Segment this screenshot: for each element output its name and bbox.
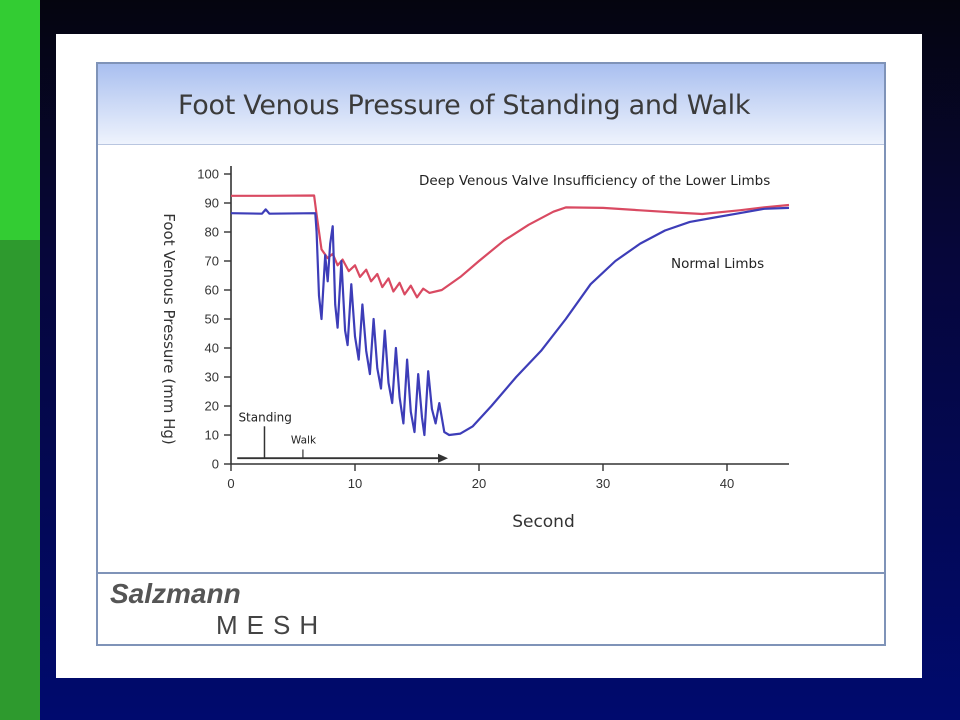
title-band: Foot Venous Pressure of Standing and Wal… xyxy=(98,64,884,145)
x-tick-label: 30 xyxy=(596,476,610,491)
x-tick-label: 10 xyxy=(348,476,362,491)
series-label-insufficiency: Deep Venous Valve Insufficiency of the L… xyxy=(419,173,770,189)
y-tick-label: 30 xyxy=(205,370,219,385)
venous-pressure-chart: 0 10 20 30 40 50 60 70 80 90 100 0 10 20 30 40 Second Foo… xyxy=(160,166,790,532)
x-tick-label: 0 xyxy=(227,476,234,491)
slide-title: Foot Venous Pressure of Standing and Wal… xyxy=(178,90,751,121)
y-tick-label: 100 xyxy=(197,167,219,182)
y-tick-label: 10 xyxy=(205,428,219,443)
series-layer xyxy=(230,194,790,437)
y-tick-label: 40 xyxy=(205,341,219,356)
series-label-normal: Normal Limbs xyxy=(671,256,764,272)
chart-axes: 0 10 20 30 40 50 60 70 80 90 100 0 10 20 30 40 Second Foo… xyxy=(160,166,789,532)
x-tick-label: 40 xyxy=(720,476,734,491)
brand-subtitle: MESH xyxy=(216,610,328,640)
y-tick-label: 60 xyxy=(205,283,219,298)
y-tick-label: 0 xyxy=(212,457,219,472)
x-tick-label: 20 xyxy=(472,476,486,491)
x-axis-label: Second xyxy=(512,512,575,532)
y-tick-label: 20 xyxy=(205,399,219,414)
slide-frame: Foot Venous Pressure of Standing and Wal… xyxy=(96,62,886,646)
y-axis-label: Foot Venous Pressure (mm Hg) xyxy=(160,213,178,445)
annotation-standing-label: Standing xyxy=(238,411,291,425)
slide-card: Foot Venous Pressure of Standing and Wal… xyxy=(56,34,922,678)
series-line-normal xyxy=(230,206,790,437)
brand-name: Salzmann xyxy=(110,578,241,609)
y-tick-label: 90 xyxy=(205,196,219,211)
accent-bar-bottom xyxy=(0,240,40,720)
y-tick-label: 50 xyxy=(205,312,219,327)
annotation-layer: Deep Venous Valve Insufficiency of the L… xyxy=(237,173,770,463)
series-line-insufficiency xyxy=(231,194,790,299)
annotation-walk-label: Walk xyxy=(291,435,317,447)
brand-separator xyxy=(98,572,884,574)
annotation-walk-arrowhead xyxy=(438,453,448,463)
y-tick-label: 80 xyxy=(205,225,219,240)
y-tick-label: 70 xyxy=(205,254,219,269)
accent-bar-top xyxy=(0,0,40,240)
